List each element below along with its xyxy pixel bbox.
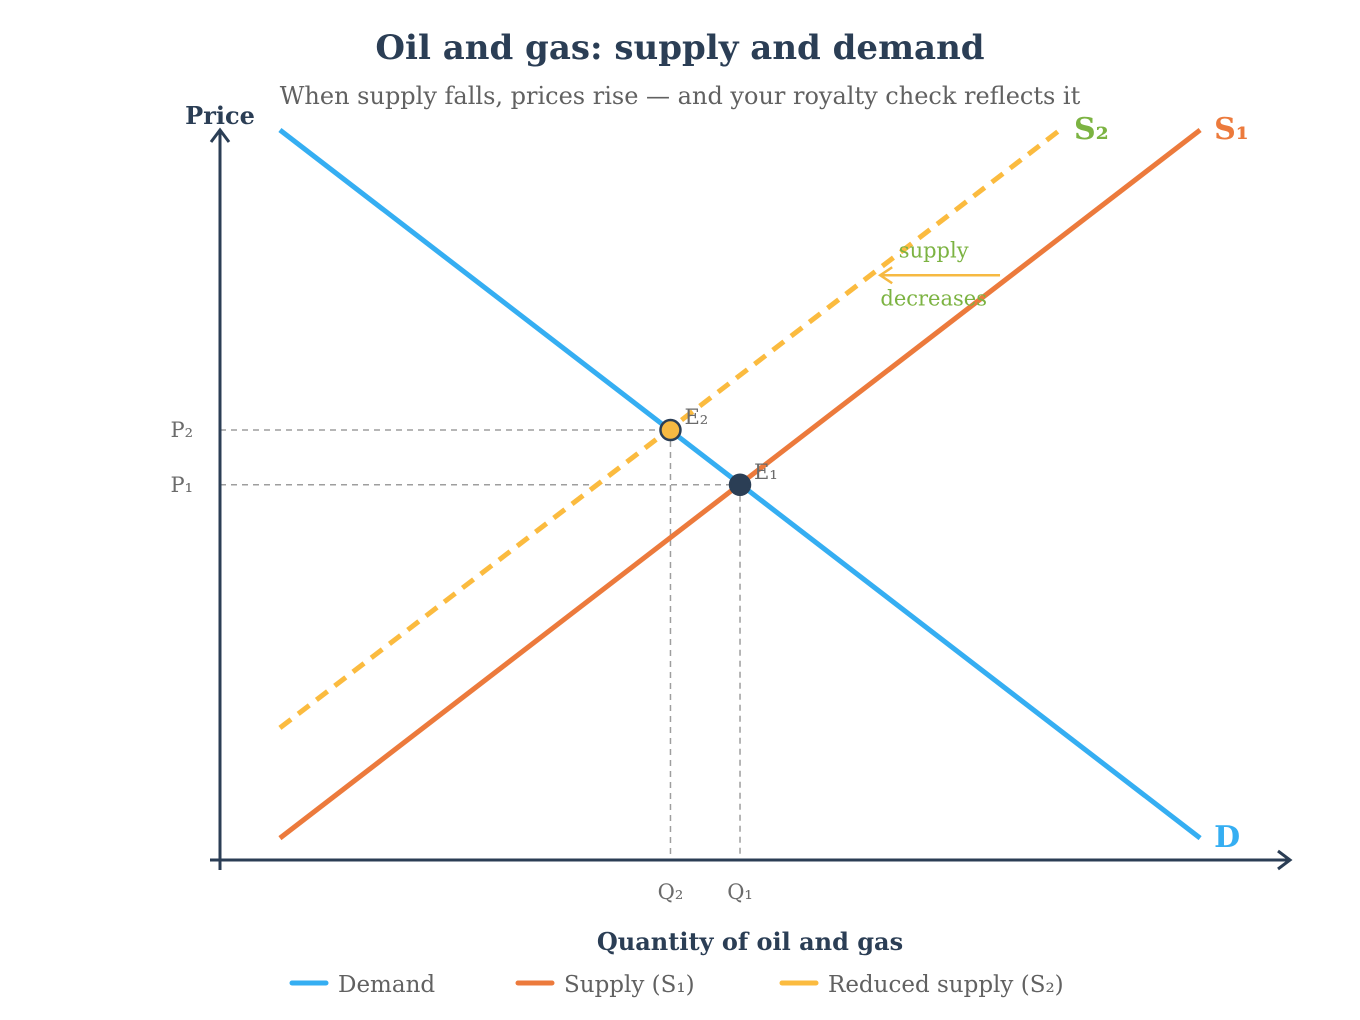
equilibrium-point-e2 bbox=[659, 418, 682, 442]
annotation-text-line: supply bbox=[899, 238, 969, 262]
x-axis-title: Quantity of oil and gas bbox=[597, 927, 903, 956]
annotation-text-line: decreases bbox=[880, 286, 987, 310]
legend-label-demand: Demand bbox=[338, 972, 435, 998]
curve-label-s1: S₁ bbox=[1214, 112, 1249, 147]
equilibrium-label-e2: E₂ bbox=[684, 405, 708, 429]
price-tick-label: P₂ bbox=[170, 418, 193, 442]
curve-label-s2: S₂ bbox=[1074, 112, 1109, 147]
supply-shift-annotation: supply decreases bbox=[877, 238, 1001, 310]
curve-label-demand: D bbox=[1214, 820, 1240, 855]
chart-subtitle: When supply falls, prices rise — and you… bbox=[280, 82, 1081, 110]
equilibrium-label-e1: E₁ bbox=[754, 460, 778, 484]
quantity-tick-label: Q₁ bbox=[727, 880, 753, 904]
price-tick-label: P₁ bbox=[170, 473, 193, 497]
x-axis-arrowhead bbox=[1277, 849, 1293, 871]
guide-lines bbox=[220, 429, 741, 860]
equilibrium-point-e1 bbox=[728, 473, 752, 497]
y-axis-arrowhead bbox=[209, 127, 231, 143]
legend: Demand Supply (S₁) Reduced supply (S₂) bbox=[289, 972, 1064, 998]
legend-label-s1: Supply (S₁) bbox=[564, 972, 695, 998]
quantity-tick-label: Q₂ bbox=[658, 880, 684, 904]
shift-arrow-head bbox=[877, 266, 893, 285]
chart-title: Oil and gas: supply and demand bbox=[375, 28, 984, 68]
y-axis-title: Price bbox=[185, 101, 255, 130]
equilibrium-points: E₁ E₂ bbox=[659, 405, 778, 497]
axes: P₂ P₁ Q₂ Q₁ bbox=[170, 127, 1293, 904]
legend-label-s2: Reduced supply (S₂) bbox=[828, 972, 1064, 998]
